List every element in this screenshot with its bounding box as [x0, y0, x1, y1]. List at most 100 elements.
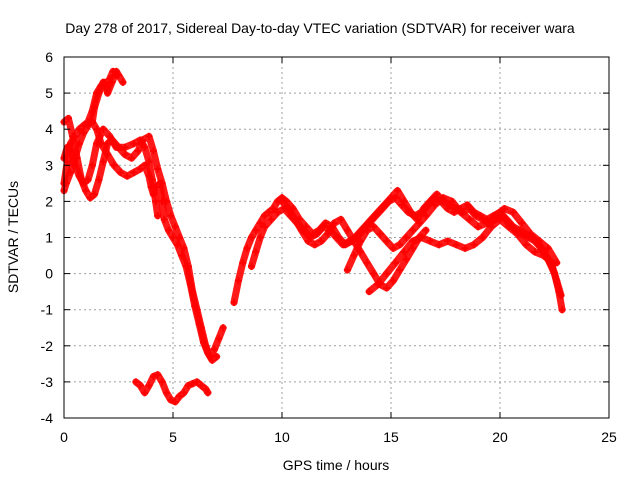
data-point: [558, 306, 566, 314]
data-point: [256, 234, 264, 241]
data-point: [93, 140, 101, 148]
data-point: [509, 208, 517, 216]
data-point: [317, 237, 325, 245]
data-point: [149, 373, 157, 380]
data-point: [132, 378, 140, 386]
data-point: [470, 208, 478, 216]
x-tick-label: 10: [274, 429, 290, 445]
data-point: [522, 241, 530, 249]
x-tick-label: 0: [60, 429, 68, 445]
series-layer: [60, 67, 566, 406]
data-point: [330, 219, 338, 227]
data-point: [483, 219, 491, 227]
data-point: [252, 248, 260, 256]
data-point: [117, 169, 125, 176]
series-evening-e: [365, 215, 556, 296]
data-point: [134, 147, 142, 155]
data-point: [145, 382, 153, 389]
y-tick-label: 4: [45, 121, 53, 137]
data-point: [252, 226, 260, 234]
data-point: [112, 67, 120, 75]
data-point: [383, 237, 391, 245]
data-point: [73, 154, 81, 162]
data-point: [234, 277, 242, 285]
data-point: [202, 385, 210, 393]
data-point: [108, 136, 116, 144]
data-point: [350, 252, 358, 259]
data-point: [394, 187, 401, 195]
data-point: [383, 284, 391, 292]
data-point: [411, 212, 419, 220]
data-point: [418, 234, 425, 241]
data-point: [115, 143, 122, 151]
data-point: [378, 205, 386, 213]
data-point: [422, 212, 430, 220]
data-point: [267, 215, 275, 223]
data-point: [93, 125, 101, 133]
data-point: [470, 241, 478, 249]
data-point: [418, 208, 425, 216]
data-point: [169, 234, 177, 241]
data-point: [402, 255, 410, 263]
data-point: [160, 215, 168, 223]
data-point: [84, 176, 92, 184]
data-point: [496, 215, 504, 223]
data-point: [63, 143, 71, 151]
data-point: [391, 194, 399, 202]
data-point: [492, 212, 500, 220]
data-point: [544, 244, 552, 252]
data-point: [431, 194, 439, 202]
data-point: [110, 161, 118, 169]
data-point: [69, 132, 77, 140]
data-point: [184, 262, 192, 270]
data-point: [311, 241, 319, 249]
data-point: [154, 371, 162, 379]
data-point: [313, 230, 321, 238]
data-point: [145, 158, 153, 166]
data-point: [261, 223, 269, 231]
data-point: [402, 234, 410, 241]
data-point: [219, 324, 227, 332]
data-point: [119, 78, 127, 86]
data-point: [374, 280, 382, 288]
chart-title: Day 278 of 2017, Sidereal Day-to-day VTE…: [65, 20, 575, 36]
data-point: [243, 244, 251, 252]
data-point: [136, 382, 144, 389]
data-point: [95, 89, 103, 97]
y-tick-label: -3: [41, 374, 54, 390]
data-point: [291, 215, 299, 223]
data-point: [104, 89, 112, 97]
data-point: [189, 288, 197, 296]
x-tick-label: 20: [492, 429, 508, 445]
data-point: [154, 165, 162, 173]
data-point: [439, 194, 447, 202]
data-point: [77, 176, 85, 184]
data-point: [204, 389, 212, 397]
data-point: [463, 201, 471, 209]
data-point: [64, 114, 72, 122]
data-point: [391, 259, 399, 267]
data-point: [448, 197, 456, 205]
data-point: [363, 259, 371, 267]
data-point: [115, 71, 122, 79]
data-point: [409, 237, 417, 245]
data-point: [163, 389, 170, 397]
data-point: [426, 237, 434, 245]
data-point: [158, 378, 166, 386]
data-point: [167, 396, 175, 404]
data-point: [80, 129, 88, 137]
y-tick-label: 0: [45, 266, 53, 282]
data-point: [357, 237, 364, 245]
data-point: [128, 154, 136, 162]
data-point: [91, 104, 98, 111]
data-point: [396, 241, 404, 249]
data-point: [213, 353, 221, 361]
data-point: [476, 212, 484, 220]
data-point: [343, 266, 351, 274]
data-point: [479, 234, 487, 241]
data-point: [298, 226, 306, 234]
data-point: [400, 248, 408, 256]
data-point: [84, 122, 92, 130]
data-point: [278, 197, 286, 205]
data-point: [130, 140, 138, 148]
